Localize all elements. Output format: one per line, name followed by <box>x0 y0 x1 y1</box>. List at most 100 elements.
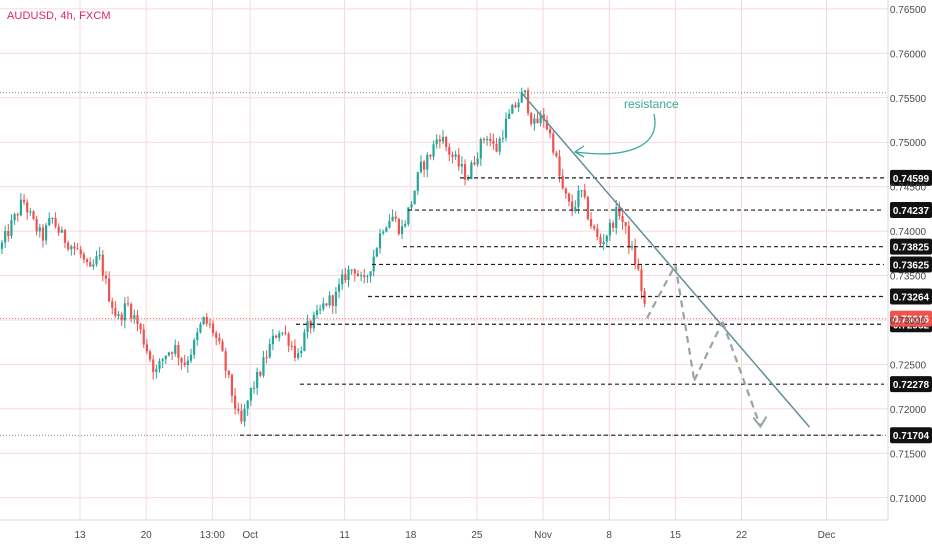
candle-body-92 <box>290 345 293 347</box>
candle-body-130 <box>410 204 413 208</box>
candle-body-95 <box>300 351 303 354</box>
level-label-bg-1 <box>890 202 932 219</box>
candle-body-114 <box>360 275 363 277</box>
projection-segment-2[interactable] <box>693 321 724 381</box>
candle-body-112 <box>353 269 356 274</box>
annotation-layer[interactable]: resistance <box>573 97 679 158</box>
candle-body-80 <box>252 387 256 389</box>
candle-body-166 <box>523 90 526 92</box>
candle-body-197 <box>621 216 624 222</box>
resistance-trendline[interactable] <box>520 91 811 428</box>
candle-body-203 <box>640 269 643 292</box>
candle-body-11 <box>35 218 38 232</box>
time-axis[interactable]: 13 20 13:00 Oct 11 18 25 Nov 8 15 22 Dec <box>74 530 835 541</box>
candle-body-96 <box>303 332 306 352</box>
time-tick-label-10: 22 <box>736 530 748 541</box>
candle-body-102 <box>322 303 325 309</box>
price-tick-label-1: 0.76000 <box>890 49 927 60</box>
candle-body-3 <box>10 220 13 237</box>
candle-body-202 <box>637 264 640 270</box>
candle-body-161 <box>508 113 511 119</box>
resistance-annotation-label[interactable]: resistance <box>624 97 679 111</box>
candle-body-38 <box>120 314 123 321</box>
candle-body-109 <box>344 274 347 281</box>
level-label-bg-0 <box>890 169 932 186</box>
price-tick-label-2: 0.75500 <box>890 94 927 105</box>
grid-lines <box>0 0 889 521</box>
projection-arrowhead <box>752 416 768 429</box>
candle-body-66 <box>208 323 211 325</box>
candle-body-144 <box>454 154 457 157</box>
projection-segment-3[interactable] <box>721 321 762 428</box>
candle-body-27 <box>85 259 89 263</box>
candle-body-201 <box>634 246 637 265</box>
candle-body-4 <box>13 214 16 221</box>
candle-body-90 <box>284 332 287 334</box>
candle-body-77 <box>243 408 246 422</box>
candle-body-121 <box>382 231 385 234</box>
candle-body-7 <box>22 199 26 203</box>
candle-body-167 <box>526 90 530 114</box>
candle-body-180 <box>567 193 571 202</box>
candle-body-8 <box>26 202 29 213</box>
candle-body-15 <box>48 218 51 226</box>
candle-body-56 <box>177 345 180 359</box>
candle-body-117 <box>369 271 372 277</box>
candle-body-26 <box>82 254 85 260</box>
candle-body-44 <box>139 323 142 330</box>
candle-body-111 <box>350 269 353 271</box>
candle-body-62 <box>196 332 199 341</box>
time-tick-label-0: 13 <box>74 530 86 541</box>
level-label-6: 0.72278 <box>893 380 930 391</box>
candle-body-58 <box>183 362 186 366</box>
candle-body-84 <box>265 357 268 359</box>
projection-layer[interactable] <box>646 264 768 429</box>
candle-body-123 <box>388 221 391 228</box>
candle-body-71 <box>224 351 227 371</box>
candle-body-73 <box>230 374 234 396</box>
candle-body-67 <box>211 323 215 334</box>
candle-body-170 <box>536 118 539 123</box>
candle-body-129 <box>407 207 410 225</box>
candle-body-34 <box>108 278 111 302</box>
horizontal-levels[interactable] <box>240 177 884 436</box>
price-axis[interactable]: 0.745990.742370.738250.736250.732640.729… <box>890 5 932 505</box>
candle-body-173 <box>545 120 549 130</box>
candle-body-29 <box>92 264 95 267</box>
time-tick-label-5: 18 <box>405 530 417 541</box>
candle-body-196 <box>618 207 621 217</box>
candle-body-70 <box>221 341 224 352</box>
projection-segment-1[interactable] <box>674 264 696 381</box>
candle-body-79 <box>249 387 252 401</box>
level-label-1: 0.74237 <box>893 206 930 217</box>
candle-body-85 <box>268 344 271 358</box>
candle-body-99 <box>312 314 315 329</box>
time-tick-label-11: Dec <box>818 530 836 541</box>
candle-body-47 <box>148 351 152 360</box>
projection-segment-0[interactable] <box>646 264 677 319</box>
candle-body-127 <box>400 226 404 234</box>
current-price-bg <box>890 310 932 327</box>
candle-body-46 <box>145 344 148 352</box>
price-tick-label-9: 0.72000 <box>890 405 927 416</box>
candle-body-188 <box>593 226 596 229</box>
candle-body-176 <box>555 152 558 157</box>
price-tick-label-4: 0.74500 <box>890 183 927 194</box>
candle-body-153 <box>482 139 486 141</box>
candle-body-75 <box>237 408 240 411</box>
candle-body-97 <box>306 321 309 333</box>
candle-body-104 <box>328 295 331 306</box>
candle-body-178 <box>561 175 564 189</box>
level-label-2: 0.73825 <box>893 243 930 254</box>
time-tick-label-8: 8 <box>606 530 612 541</box>
candle-body-49 <box>155 368 158 372</box>
candle-body-113 <box>356 273 360 277</box>
candle-body-164 <box>517 102 520 108</box>
trendline-layer[interactable] <box>520 91 811 428</box>
candle-body-151 <box>476 158 479 165</box>
candle-body-138 <box>435 139 438 145</box>
candle-body-174 <box>549 129 552 134</box>
candle-body-163 <box>514 104 517 108</box>
